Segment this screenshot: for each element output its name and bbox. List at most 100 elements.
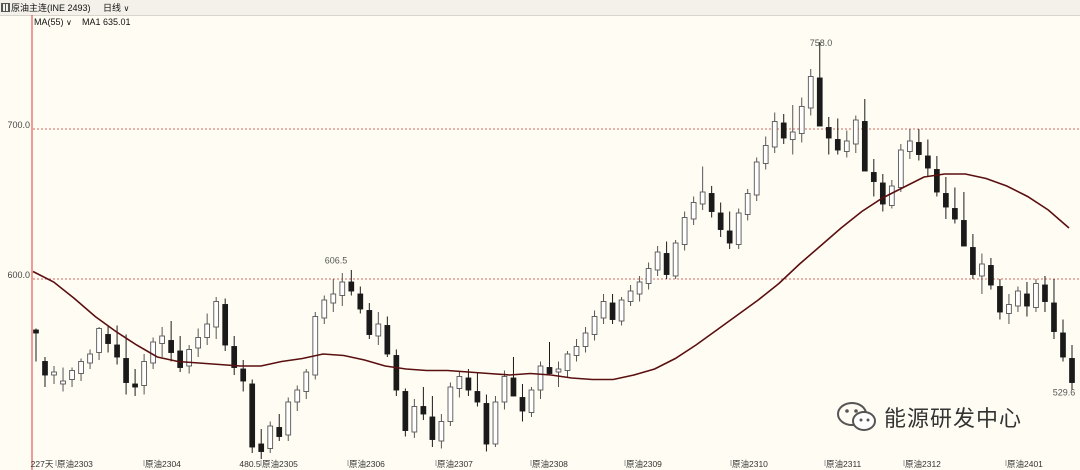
wechat-icon — [837, 402, 876, 431]
candle — [961, 192, 967, 247]
candle-body — [1060, 332, 1066, 358]
candle-body — [861, 121, 868, 172]
candle — [780, 114, 787, 144]
candle-body — [672, 242, 679, 277]
watermark-text: 能源研发中心 — [884, 407, 1023, 432]
candle — [1060, 319, 1066, 362]
candle-body — [195, 337, 202, 349]
candle-body — [762, 145, 769, 164]
candle-body — [816, 77, 823, 127]
candle-body — [258, 443, 265, 452]
candle-body — [753, 161, 760, 196]
ma-selector[interactable]: MA(55) ∨ — [34, 17, 72, 27]
candle — [735, 208, 742, 249]
watermark: 能源研发中心 — [836, 400, 1022, 434]
candle-body — [465, 377, 472, 391]
candle-body — [699, 191, 706, 205]
candle — [411, 399, 418, 438]
candle — [474, 372, 481, 407]
grid-icon[interactable] — [1, 3, 10, 12]
candle-body — [96, 328, 102, 353]
candle-body — [979, 263, 985, 277]
candle — [979, 253, 985, 294]
price-annotation: 606.5 — [325, 255, 348, 265]
candle — [888, 180, 895, 209]
candle-body — [168, 340, 174, 353]
candle-body — [1024, 293, 1030, 307]
candle — [906, 129, 913, 159]
ma-label: MA(55) — [34, 17, 64, 27]
symbol-title[interactable]: 原油主连(INE 2493) — [11, 3, 91, 13]
candle-body — [627, 290, 634, 302]
candle-body — [789, 131, 796, 140]
candle — [970, 234, 976, 279]
candle-body — [60, 380, 66, 385]
candle-body — [618, 299, 625, 322]
candle-body — [1033, 283, 1039, 308]
candle-body — [925, 155, 931, 169]
candle — [591, 310, 598, 341]
candle — [501, 370, 508, 410]
candle-body — [735, 212, 742, 245]
candle-body — [456, 376, 463, 389]
candle-body — [222, 304, 229, 346]
candle — [420, 387, 427, 420]
candle — [934, 156, 940, 197]
candle-body — [159, 335, 165, 344]
period-selector[interactable]: 日线 ∨ — [103, 1, 129, 14]
candle-body — [1042, 284, 1048, 302]
candle — [96, 327, 102, 360]
candle — [600, 294, 607, 324]
candle-body — [312, 316, 319, 376]
candle-body — [474, 391, 481, 403]
candle-body — [555, 368, 562, 373]
candle — [429, 396, 436, 447]
candle-body — [402, 391, 409, 431]
candle — [744, 189, 751, 221]
candle — [1024, 282, 1030, 317]
candle-body — [825, 127, 832, 139]
candle — [627, 285, 634, 306]
candle — [519, 384, 526, 422]
candle — [222, 298, 229, 351]
candle — [528, 387, 535, 417]
candle — [321, 295, 328, 324]
candle — [843, 130, 850, 158]
candle — [861, 99, 868, 172]
candle — [438, 414, 445, 449]
candle — [717, 202, 724, 237]
candle-body — [528, 389, 535, 413]
candle — [573, 339, 580, 362]
candle — [789, 105, 796, 155]
candle — [834, 118, 841, 155]
x-tick-label: 原油2303 — [57, 459, 93, 469]
candle-body — [708, 193, 715, 212]
candle-body — [213, 301, 220, 328]
candle-body — [600, 301, 607, 319]
candle — [303, 369, 310, 399]
candle-body — [934, 169, 940, 193]
candle-body — [87, 353, 93, 364]
candle — [69, 367, 75, 387]
candle — [654, 246, 661, 276]
candle — [159, 327, 165, 357]
candle-body — [348, 281, 355, 292]
candle — [618, 297, 625, 326]
x-tick-label: 原油2307 — [437, 459, 473, 469]
candle-body — [564, 353, 571, 371]
x-tick-label: 原油2311 — [826, 459, 862, 469]
candle-body — [654, 251, 661, 271]
candle-body — [1006, 304, 1012, 314]
y-tick-label: 600.0 — [7, 270, 30, 280]
candle-body — [285, 401, 292, 436]
candle-body — [943, 193, 949, 208]
candle — [492, 396, 499, 447]
candle-body — [888, 185, 895, 206]
candle — [726, 211, 733, 249]
candle-body — [897, 149, 904, 188]
candle-body — [879, 182, 886, 205]
candle — [870, 159, 877, 197]
candle — [943, 177, 949, 219]
candle — [330, 279, 337, 312]
candle-body — [33, 329, 39, 334]
